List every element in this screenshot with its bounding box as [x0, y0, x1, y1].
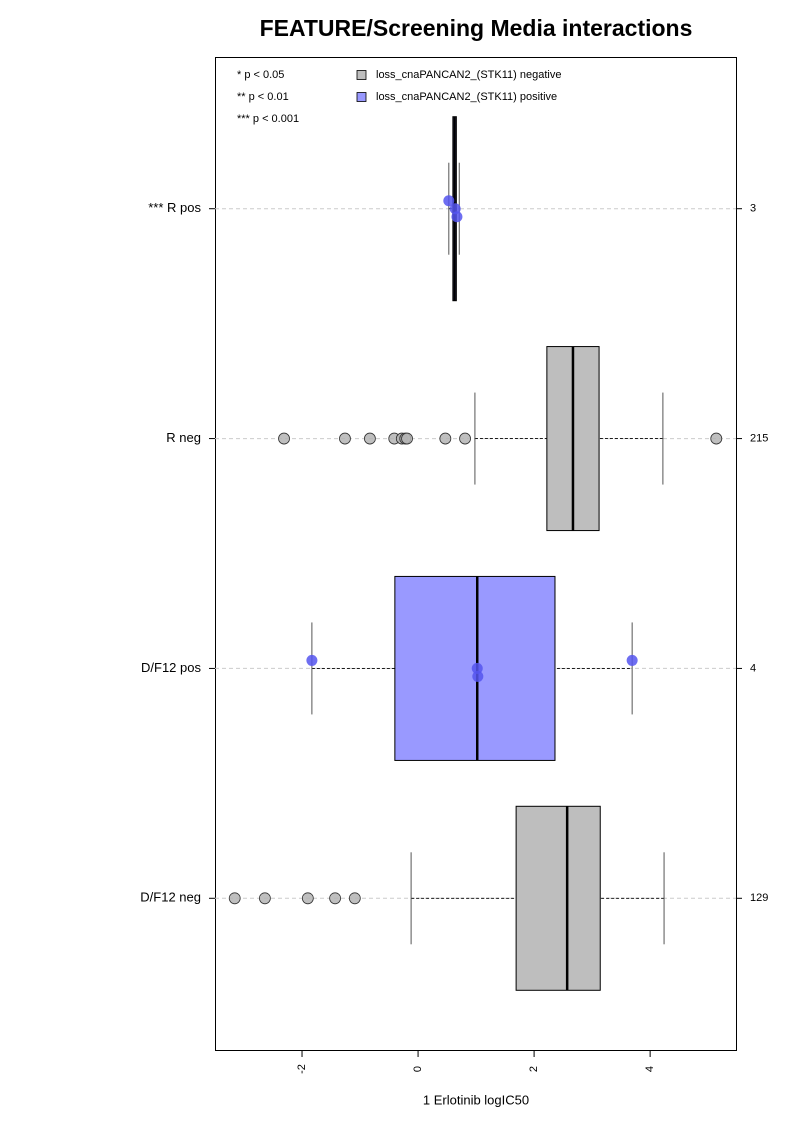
- data-point: [348, 892, 361, 905]
- y-tick-label: *** R pos: [148, 200, 201, 215]
- data-point: [258, 892, 271, 905]
- legend-swatch: [356, 70, 367, 80]
- box: [515, 805, 601, 991]
- chart-title: FEATURE/Screening Media interactions: [260, 15, 693, 41]
- legend-label: loss_cnaPANCAN2_(STK11) positive: [376, 91, 557, 103]
- data-point: [459, 432, 471, 445]
- data-point: [278, 432, 290, 445]
- data-point: [306, 654, 318, 666]
- p-value-note: ** p < 0.01: [237, 91, 289, 103]
- x-axis-label: 1 Erlotinib logIC50: [423, 1092, 529, 1107]
- data-point: [329, 892, 341, 905]
- box: [394, 575, 556, 761]
- data-point: [364, 432, 376, 445]
- data-point: [339, 432, 351, 445]
- legend-swatch: [356, 92, 367, 102]
- data-point: [471, 662, 483, 674]
- data-point: [228, 892, 241, 905]
- count-label: 4: [750, 662, 756, 674]
- plot-frame: [215, 57, 737, 1051]
- count-label: 3: [750, 203, 756, 215]
- x-tick-label: 2: [528, 1066, 540, 1072]
- count-label: 215: [750, 432, 768, 444]
- p-value-note: * p < 0.05: [237, 69, 284, 81]
- data-point: [451, 211, 463, 223]
- x-tick-label: 4: [644, 1066, 656, 1072]
- data-point: [301, 892, 314, 905]
- y-tick-label: R neg: [166, 430, 201, 445]
- data-point: [710, 432, 723, 445]
- x-tick-label: -2: [296, 1064, 308, 1074]
- y-tick-label: D/F12 neg: [140, 890, 201, 905]
- data-point: [439, 432, 452, 445]
- y-tick-label: D/F12 pos: [141, 660, 201, 675]
- data-point: [472, 670, 484, 682]
- legend-label: loss_cnaPANCAN2_(STK11) negative: [376, 69, 561, 81]
- data-point: [443, 195, 455, 207]
- count-label: 129: [750, 892, 768, 904]
- x-tick-label: 0: [412, 1066, 424, 1072]
- data-point: [401, 432, 413, 445]
- p-value-note: *** p < 0.001: [237, 113, 299, 125]
- data-point: [626, 654, 638, 666]
